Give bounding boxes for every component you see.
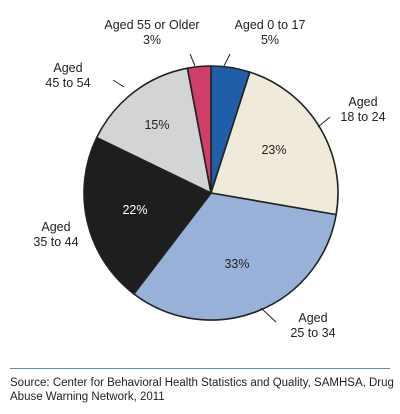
value-label-1: 23% (261, 143, 286, 157)
pie-slice-1 (210, 71, 339, 216)
category-label-3: Aged 35 to 44 (33, 220, 78, 249)
leader-line-3 (95, 227, 111, 232)
value-label-3: 22% (122, 203, 147, 217)
leader-line-0 (223, 53, 231, 67)
leader-line-4 (112, 79, 125, 88)
category-label-1: Aged 18 to 24 (340, 95, 385, 124)
pie-chart: Aged 0 to 17 5% Aged 18 to 24 Aged 25 to 34 Ag… (33, 18, 385, 340)
leader-line-1 (317, 116, 331, 128)
category-label-2: Aged 25 to 34 (290, 311, 335, 340)
pie-slice-2 (133, 192, 337, 321)
value-label-4: 15% (144, 118, 169, 132)
category-label-0: Aged 0 to 17 5% (235, 18, 306, 47)
value-label-2: 33% (224, 257, 249, 271)
pie-slice-3 (83, 136, 212, 295)
leader-line-5 (189, 53, 196, 67)
pie-slice-5 (186, 65, 212, 194)
leader-line-2 (260, 307, 277, 323)
category-label-4: Aged 45 to 54 (45, 61, 90, 90)
source-divider (10, 368, 390, 369)
source-note: Source: Center for Behavioral Health Sta… (10, 377, 394, 403)
category-label-5: Aged 55 or Older 3% (104, 18, 199, 47)
pie-slice-4 (95, 67, 212, 194)
